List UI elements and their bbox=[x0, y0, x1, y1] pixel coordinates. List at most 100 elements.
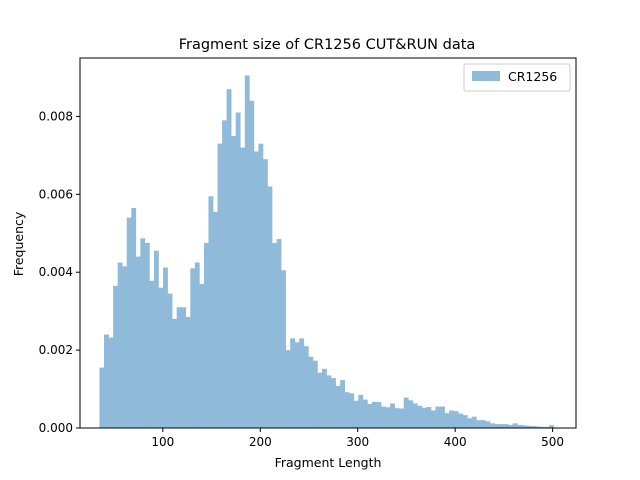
histogram-bar bbox=[253, 151, 259, 428]
x-tick-label: 300 bbox=[346, 435, 369, 449]
histogram-bar bbox=[526, 425, 532, 428]
histogram-bar bbox=[299, 338, 305, 428]
y-axis-label: Frequency bbox=[11, 211, 26, 276]
histogram-bar bbox=[335, 385, 341, 428]
histogram-bar bbox=[258, 143, 264, 428]
legend: CR1256 bbox=[463, 63, 571, 92]
y-tick-label: 0.004 bbox=[39, 265, 73, 279]
x-tick-label: 200 bbox=[249, 435, 272, 449]
histogram-bar bbox=[290, 338, 296, 428]
histogram-bar bbox=[394, 408, 400, 428]
histogram-bar bbox=[408, 400, 414, 428]
histogram-bar bbox=[490, 423, 495, 428]
histogram-bar bbox=[321, 368, 327, 428]
histogram-bar bbox=[467, 418, 473, 428]
histogram-bar bbox=[294, 342, 300, 428]
x-tick-label: 400 bbox=[444, 435, 467, 449]
legend-label: CR1256 bbox=[508, 69, 557, 84]
histogram-bar bbox=[480, 420, 486, 428]
histogram-bar bbox=[317, 372, 323, 428]
histogram-bar bbox=[144, 243, 150, 428]
histogram-bar bbox=[231, 135, 237, 429]
histogram-bar bbox=[240, 147, 246, 428]
histogram-bar bbox=[326, 375, 332, 428]
histogram-bar bbox=[185, 317, 191, 428]
histogram-bar bbox=[453, 411, 459, 428]
chart-title: Fragment size of CR1256 CUT&RUN data bbox=[179, 37, 476, 53]
histogram-bar bbox=[122, 266, 128, 428]
histogram-bar bbox=[167, 293, 173, 428]
histogram-bar bbox=[494, 424, 500, 428]
histogram-bar bbox=[435, 406, 441, 428]
axes-group: 100 200 300 400 500 0.000 0.002 0.004 0.006 0.008 bbox=[39, 57, 577, 449]
histogram-bar bbox=[535, 426, 541, 428]
histogram-bar bbox=[113, 285, 118, 428]
histogram-bar bbox=[199, 283, 205, 428]
histogram-bar bbox=[176, 307, 182, 428]
y-tick-label: 0.000 bbox=[39, 421, 73, 435]
histogram-bar bbox=[226, 89, 232, 428]
bars-group bbox=[99, 75, 554, 429]
histogram-bar bbox=[521, 425, 527, 428]
legend-frame bbox=[463, 63, 571, 92]
histogram-bar bbox=[281, 270, 286, 428]
histogram-bar bbox=[208, 196, 214, 428]
histogram-bar bbox=[117, 262, 123, 428]
histogram-bar bbox=[140, 238, 146, 428]
histogram-bar bbox=[371, 401, 377, 428]
histogram-bar bbox=[390, 403, 395, 428]
histogram-bar bbox=[403, 397, 409, 428]
histogram-bar bbox=[267, 186, 273, 428]
histogram-bar bbox=[149, 280, 155, 428]
histogram-bar bbox=[517, 424, 523, 428]
histogram-bar bbox=[508, 424, 514, 428]
histogram-bar bbox=[476, 420, 482, 428]
histogram-bar bbox=[449, 410, 454, 428]
histogram-bar bbox=[203, 243, 209, 428]
histogram-bar bbox=[104, 334, 109, 428]
histogram-bar bbox=[340, 380, 346, 428]
histogram-bar bbox=[503, 424, 509, 428]
y-tick-label: 0.008 bbox=[39, 109, 73, 123]
histogram-bar bbox=[512, 423, 518, 428]
histogram-bar bbox=[362, 399, 368, 428]
histogram-bar bbox=[544, 426, 550, 428]
histogram-bar bbox=[412, 403, 418, 428]
histogram-bar bbox=[153, 250, 159, 428]
histogram-bar bbox=[163, 267, 168, 428]
histogram-bar bbox=[358, 394, 364, 428]
y-tick-label: 0.006 bbox=[39, 187, 73, 201]
histogram-bar bbox=[308, 356, 314, 428]
histogram-bar bbox=[426, 406, 432, 428]
histogram-bar bbox=[462, 415, 468, 428]
histogram-bar bbox=[181, 307, 187, 428]
histogram-bar bbox=[158, 287, 164, 428]
histogram-bar bbox=[272, 243, 277, 428]
histogram-bar bbox=[262, 159, 268, 428]
histogram-bar bbox=[385, 407, 391, 428]
histogram-bar bbox=[249, 100, 255, 428]
y-tick-label: 0.002 bbox=[39, 343, 73, 357]
plot-frame bbox=[79, 57, 577, 429]
histogram-bar bbox=[217, 143, 223, 428]
histogram-bar bbox=[399, 408, 405, 428]
histogram-bar bbox=[499, 424, 504, 428]
histogram-bar bbox=[549, 425, 554, 428]
histogram-bar bbox=[331, 378, 336, 428]
histogram-bar bbox=[213, 211, 218, 428]
histogram-bar bbox=[376, 401, 382, 428]
histogram-bar bbox=[285, 350, 291, 428]
histogram-bar bbox=[235, 112, 241, 429]
histogram-bar bbox=[131, 207, 137, 428]
histogram-bar bbox=[430, 410, 436, 428]
histogram-bar bbox=[367, 403, 373, 428]
x-tick-label: 500 bbox=[541, 435, 564, 449]
histogram-bar bbox=[99, 367, 105, 428]
histogram-bar bbox=[539, 426, 545, 428]
histogram-bar bbox=[471, 416, 477, 428]
histogram-bar bbox=[222, 120, 227, 428]
histogram-bar bbox=[485, 421, 491, 428]
x-axis-label: Fragment Length bbox=[275, 455, 382, 470]
histogram-bar bbox=[190, 268, 196, 428]
